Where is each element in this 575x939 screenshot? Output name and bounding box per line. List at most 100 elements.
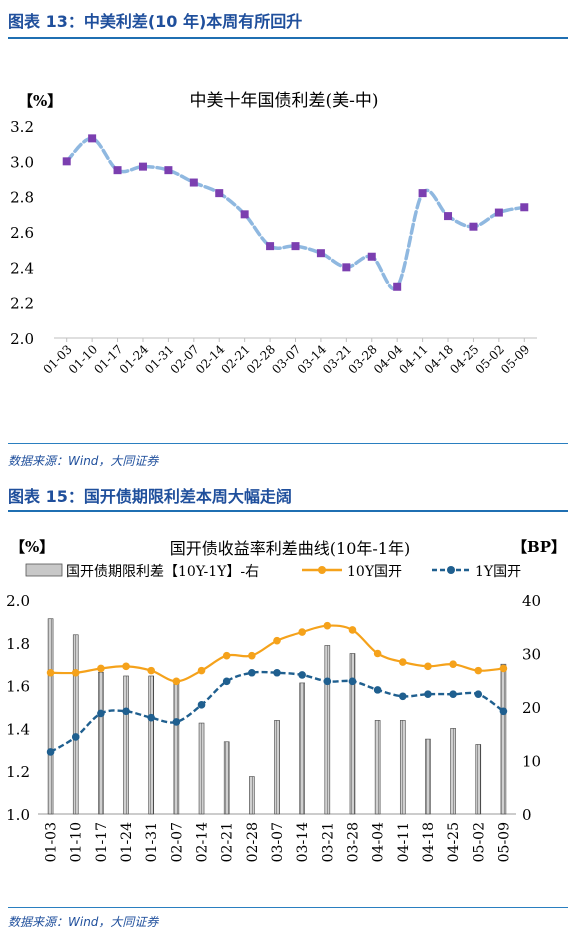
chart-15-point-10y (197, 666, 206, 675)
chart-13-point (469, 222, 478, 231)
chart-13-point (189, 178, 198, 187)
legend-label-10y: 10Y国开 (347, 564, 402, 580)
chart-15-x-tick-label: 03-14 (295, 822, 311, 862)
chart-13-point (444, 212, 453, 221)
chart-15-point-1y (147, 713, 156, 722)
chart-13-point (520, 203, 529, 212)
chart-15-bar (249, 776, 255, 815)
chart-15-x-tick-label: 05-02 (471, 822, 487, 862)
chart-15-bar (72, 634, 79, 815)
chart-15-point-1y (323, 677, 332, 686)
chart-13-point (215, 189, 224, 198)
figure-15-source: 数据来源：Wind，大同证券 (8, 915, 159, 929)
chart-15-point-10y (398, 658, 407, 666)
chart-15-x-tick-label: 04-25 (446, 822, 462, 862)
chart-15-x-tick-label: 05-09 (496, 822, 512, 862)
chart-15-x-tick-label: 03-28 (345, 822, 361, 862)
chart-15-left-tick-label: 1.2 (6, 763, 30, 781)
chart-15-point-10y (147, 666, 156, 675)
chart-13-point (113, 166, 122, 175)
legend-marker-10y (318, 566, 326, 574)
chart-13-point (494, 208, 503, 217)
chart-13-title: 中美十年国债利差(美-中) (189, 91, 378, 111)
chart-15-bar (223, 741, 230, 815)
chart-15-x-tick-label: 01-17 (94, 822, 110, 862)
chart-15-bar (399, 720, 406, 815)
figure-13-heading-rule (8, 37, 568, 39)
chart-15-left-unit: 【%】 (10, 538, 54, 556)
chart-15-point-10y (122, 662, 130, 671)
chart-15-bar (173, 681, 180, 815)
chart-15-point-10y (474, 666, 483, 675)
chart-15-left-tick-label: 1.6 (6, 678, 30, 696)
chart-13-series-line (64, 136, 527, 291)
chart-15-point-10y (172, 677, 181, 686)
chart-13-point (164, 166, 173, 175)
chart-15-x-tick-label: 04-04 (371, 822, 387, 862)
chart-15-point-10y (97, 664, 105, 673)
chart-15-point-10y (499, 664, 508, 673)
chart-15-point-1y (273, 668, 281, 677)
chart-15-bar (425, 738, 431, 815)
chart-15-x-tick-label: 01-10 (69, 822, 85, 862)
chart-15-point-1y (398, 692, 407, 701)
chart-15-point-10y (348, 626, 357, 634)
chart-15-left-tick-label: 1.8 (6, 635, 30, 653)
chart-15-point-10y (71, 668, 80, 677)
chart-15-point-10y (273, 636, 281, 645)
chart-15-bar (123, 675, 129, 815)
chart-15-point-1y (122, 707, 130, 716)
chart-13-y-tick-label: 2.0 (10, 330, 34, 348)
chart-15-bar (450, 728, 456, 815)
chart-15-point-1y (499, 707, 508, 716)
chart-13-point (88, 134, 97, 143)
chart-15-point-1y (424, 690, 432, 698)
chart-15-x-tick-label: 01-31 (144, 822, 160, 862)
figure-15-heading-rule (8, 510, 568, 512)
chart-15-x-tick-label: 02-14 (195, 822, 211, 862)
chart-15-point-10y (373, 649, 382, 658)
legend-label-bar: 国开债期限利差【10Y-1Y】-右 (66, 564, 259, 580)
chart-13-point (291, 242, 300, 251)
chart-15-bar (349, 653, 356, 815)
chart-15-point-1y (474, 690, 483, 698)
chart-15-left-tick-label: 1.0 (6, 806, 30, 824)
chart-13-point (367, 252, 376, 261)
chart-13-x-tick-label: 05-09 (498, 342, 532, 376)
chart-15-point-1y (373, 686, 382, 694)
chart-15-x-tick-label: 02-28 (245, 822, 261, 862)
figure-13-heading: 图表 13：中美利差(10 年)本周有所回升 (8, 12, 303, 31)
chart-15-point-10y (248, 651, 256, 660)
chart-15-x-tick-label: 03-07 (270, 822, 286, 862)
chart-15-x-tick-label: 04-11 (396, 822, 412, 862)
chart-13-point (393, 282, 402, 291)
chart-13-y-tick-label: 2.6 (10, 224, 34, 242)
chart-15-bar (500, 663, 507, 815)
chart-15-right-unit: 【BP】 (512, 538, 566, 556)
chart-13-point (316, 249, 325, 258)
chart-15-point-1y (197, 701, 206, 709)
chart-15-point-10y (449, 660, 457, 668)
chart-15-bar (299, 682, 305, 815)
chart-15-x-tick-label: 01-24 (119, 822, 135, 862)
chart-15-point-10y (298, 628, 306, 636)
chart-15-legend: 国开债期限利差【10Y-1Y】-右 10Y国开 1Y国开 (25, 563, 521, 580)
chart-15-x-tick-label: 02-21 (220, 822, 236, 862)
chart-15-point-1y (71, 733, 80, 741)
chart-13-point (266, 242, 275, 251)
chart-15-right-tick-label: 10 (522, 753, 541, 771)
chart-15-bar (324, 645, 331, 815)
chart-13-point (62, 157, 71, 166)
chart-15-point-1y (97, 709, 105, 718)
figure-15-heading: 图表 15：国开债期限利差本周大幅走阔 (8, 487, 292, 506)
figure-13-source: 数据来源：Wind，大同证券 (8, 454, 159, 468)
chart-15-point-10y (46, 668, 55, 677)
chart-13-point (240, 210, 249, 219)
legend-swatch-bar (25, 563, 63, 577)
chart-15-point-1y (222, 677, 231, 686)
chart-15-right-tick-label: 30 (522, 646, 541, 664)
chart-15-x-tick-label: 04-18 (421, 822, 437, 862)
chart-13-point (342, 263, 351, 272)
chart-15-right-tick-label: 0 (522, 806, 532, 824)
chart-15-point-1y (348, 677, 357, 686)
